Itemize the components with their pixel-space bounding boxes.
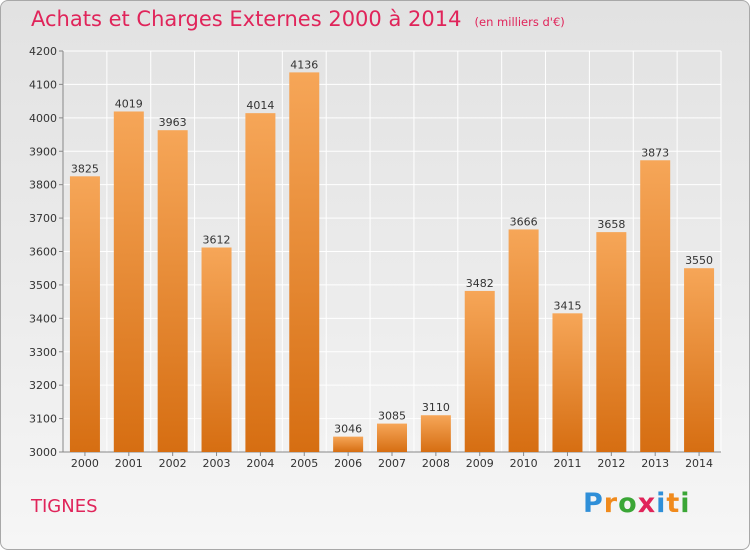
bar-2006 bbox=[333, 436, 364, 452]
data-label: 3666 bbox=[510, 215, 538, 228]
data-label: 3046 bbox=[334, 423, 362, 436]
x-tick-label: 2008 bbox=[422, 457, 450, 470]
y-tick-label: 4200 bbox=[29, 45, 57, 58]
data-label: 3415 bbox=[553, 299, 581, 312]
x-tick-label: 2014 bbox=[685, 457, 713, 470]
proxiti-logo: Proxiti bbox=[583, 488, 691, 519]
y-tick-label: 3300 bbox=[29, 346, 57, 359]
x-tick-label: 2001 bbox=[115, 457, 143, 470]
y-tick-label: 3400 bbox=[29, 312, 57, 325]
town-name: TIGNES bbox=[31, 496, 98, 517]
bar-2004 bbox=[245, 113, 276, 452]
bar-2001 bbox=[113, 111, 144, 453]
bar-2008 bbox=[420, 415, 451, 452]
bar-2014 bbox=[684, 268, 715, 452]
bar-2002 bbox=[157, 130, 188, 452]
bar-2009 bbox=[464, 290, 495, 452]
bar-2012 bbox=[596, 232, 627, 452]
chart-subtitle: (en milliers d'€) bbox=[474, 15, 565, 29]
data-label: 3550 bbox=[685, 254, 713, 267]
y-tick-label: 3000 bbox=[29, 446, 57, 459]
x-tick-label: 2003 bbox=[203, 457, 231, 470]
x-tick-label: 2010 bbox=[510, 457, 538, 470]
x-tick-label: 2000 bbox=[71, 457, 99, 470]
data-label: 4019 bbox=[115, 97, 143, 110]
data-label: 3825 bbox=[71, 162, 99, 175]
x-tick-label: 2006 bbox=[334, 457, 362, 470]
bar-2011 bbox=[552, 313, 583, 452]
brand-letter: t bbox=[666, 488, 681, 519]
data-label: 4136 bbox=[290, 58, 318, 71]
brand-letter: r bbox=[603, 488, 619, 519]
y-tick-label: 3100 bbox=[29, 413, 57, 426]
x-tick-label: 2011 bbox=[553, 457, 581, 470]
data-label: 3658 bbox=[597, 218, 625, 231]
bar-2003 bbox=[201, 247, 232, 452]
data-label: 3612 bbox=[203, 233, 231, 246]
x-tick-label: 2002 bbox=[159, 457, 187, 470]
y-tick-label: 3900 bbox=[29, 145, 57, 158]
data-label: 4014 bbox=[246, 99, 274, 112]
bar-2005 bbox=[289, 72, 320, 453]
chart-title: Achats et Charges Externes 2000 à 2014 bbox=[31, 7, 462, 31]
brand-letter: P bbox=[583, 488, 604, 519]
x-tick-label: 2004 bbox=[246, 457, 274, 470]
title-row: Achats et Charges Externes 2000 à 2014 (… bbox=[31, 7, 565, 31]
brand-letter: o bbox=[618, 488, 638, 519]
x-tick-label: 2013 bbox=[641, 457, 669, 470]
data-label: 3873 bbox=[641, 146, 669, 159]
data-label: 3963 bbox=[159, 116, 187, 129]
data-label: 3482 bbox=[466, 277, 494, 290]
x-tick-label: 2012 bbox=[597, 457, 625, 470]
bar-2013 bbox=[640, 160, 671, 452]
data-label: 3085 bbox=[378, 410, 406, 423]
y-tick-label: 3800 bbox=[29, 179, 57, 192]
y-tick-label: 3700 bbox=[29, 212, 57, 225]
x-tick-label: 2009 bbox=[466, 457, 494, 470]
y-tick-label: 4100 bbox=[29, 78, 57, 91]
y-tick-label: 3500 bbox=[29, 279, 57, 292]
y-tick-label: 3600 bbox=[29, 246, 57, 259]
brand-letter: x bbox=[637, 488, 657, 519]
y-tick-label: 4000 bbox=[29, 112, 57, 125]
bar-2010 bbox=[508, 229, 539, 452]
y-tick-label: 3200 bbox=[29, 379, 57, 392]
brand-letter: i bbox=[656, 488, 667, 519]
bar-2007 bbox=[377, 423, 407, 452]
brand-letter: i bbox=[680, 488, 691, 519]
bar-2000 bbox=[69, 176, 100, 452]
x-tick-label: 2005 bbox=[290, 457, 318, 470]
data-label: 3110 bbox=[422, 401, 450, 414]
x-tick-label: 2007 bbox=[378, 457, 406, 470]
